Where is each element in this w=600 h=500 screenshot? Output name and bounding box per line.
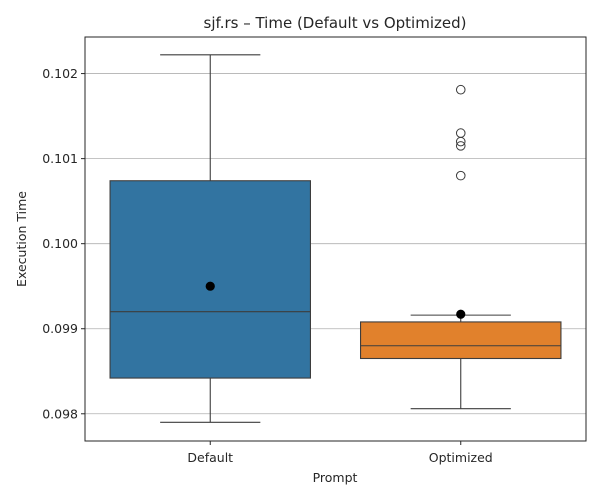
- box-iqr: [109, 180, 311, 379]
- y-tick-label: 0.101: [42, 151, 78, 166]
- outlier-point: [455, 141, 466, 151]
- y-axis: 0.098 0.099 0.100 0.101 0.102: [42, 66, 85, 421]
- y-tick-label: 0.098: [42, 406, 78, 421]
- box-group-optimized: [359, 84, 562, 410]
- y-axis-label: Execution Time: [14, 191, 29, 287]
- x-axis: Default Optimized: [187, 441, 493, 465]
- y-tick-label: 0.102: [42, 66, 78, 81]
- box-group-default: [109, 54, 311, 423]
- x-tick-label: Default: [187, 450, 233, 465]
- plot-area: [109, 54, 562, 423]
- outlier-point: [455, 136, 466, 147]
- box-iqr: [359, 321, 562, 360]
- mean-marker: [456, 309, 466, 319]
- outlier-point: [455, 128, 466, 138]
- outlier-point: [455, 84, 466, 95]
- plot-frame: [84, 36, 587, 442]
- mean-marker: [205, 281, 215, 291]
- chart-title: sjf.rs – Time (Default vs Optimized): [204, 14, 467, 32]
- y-tick-label: 0.100: [42, 236, 78, 251]
- y-tick-label: 0.099: [42, 321, 78, 336]
- x-tick-label: Optimized: [429, 450, 493, 465]
- x-axis-label: Prompt: [313, 470, 358, 485]
- outlier-point: [455, 170, 466, 181]
